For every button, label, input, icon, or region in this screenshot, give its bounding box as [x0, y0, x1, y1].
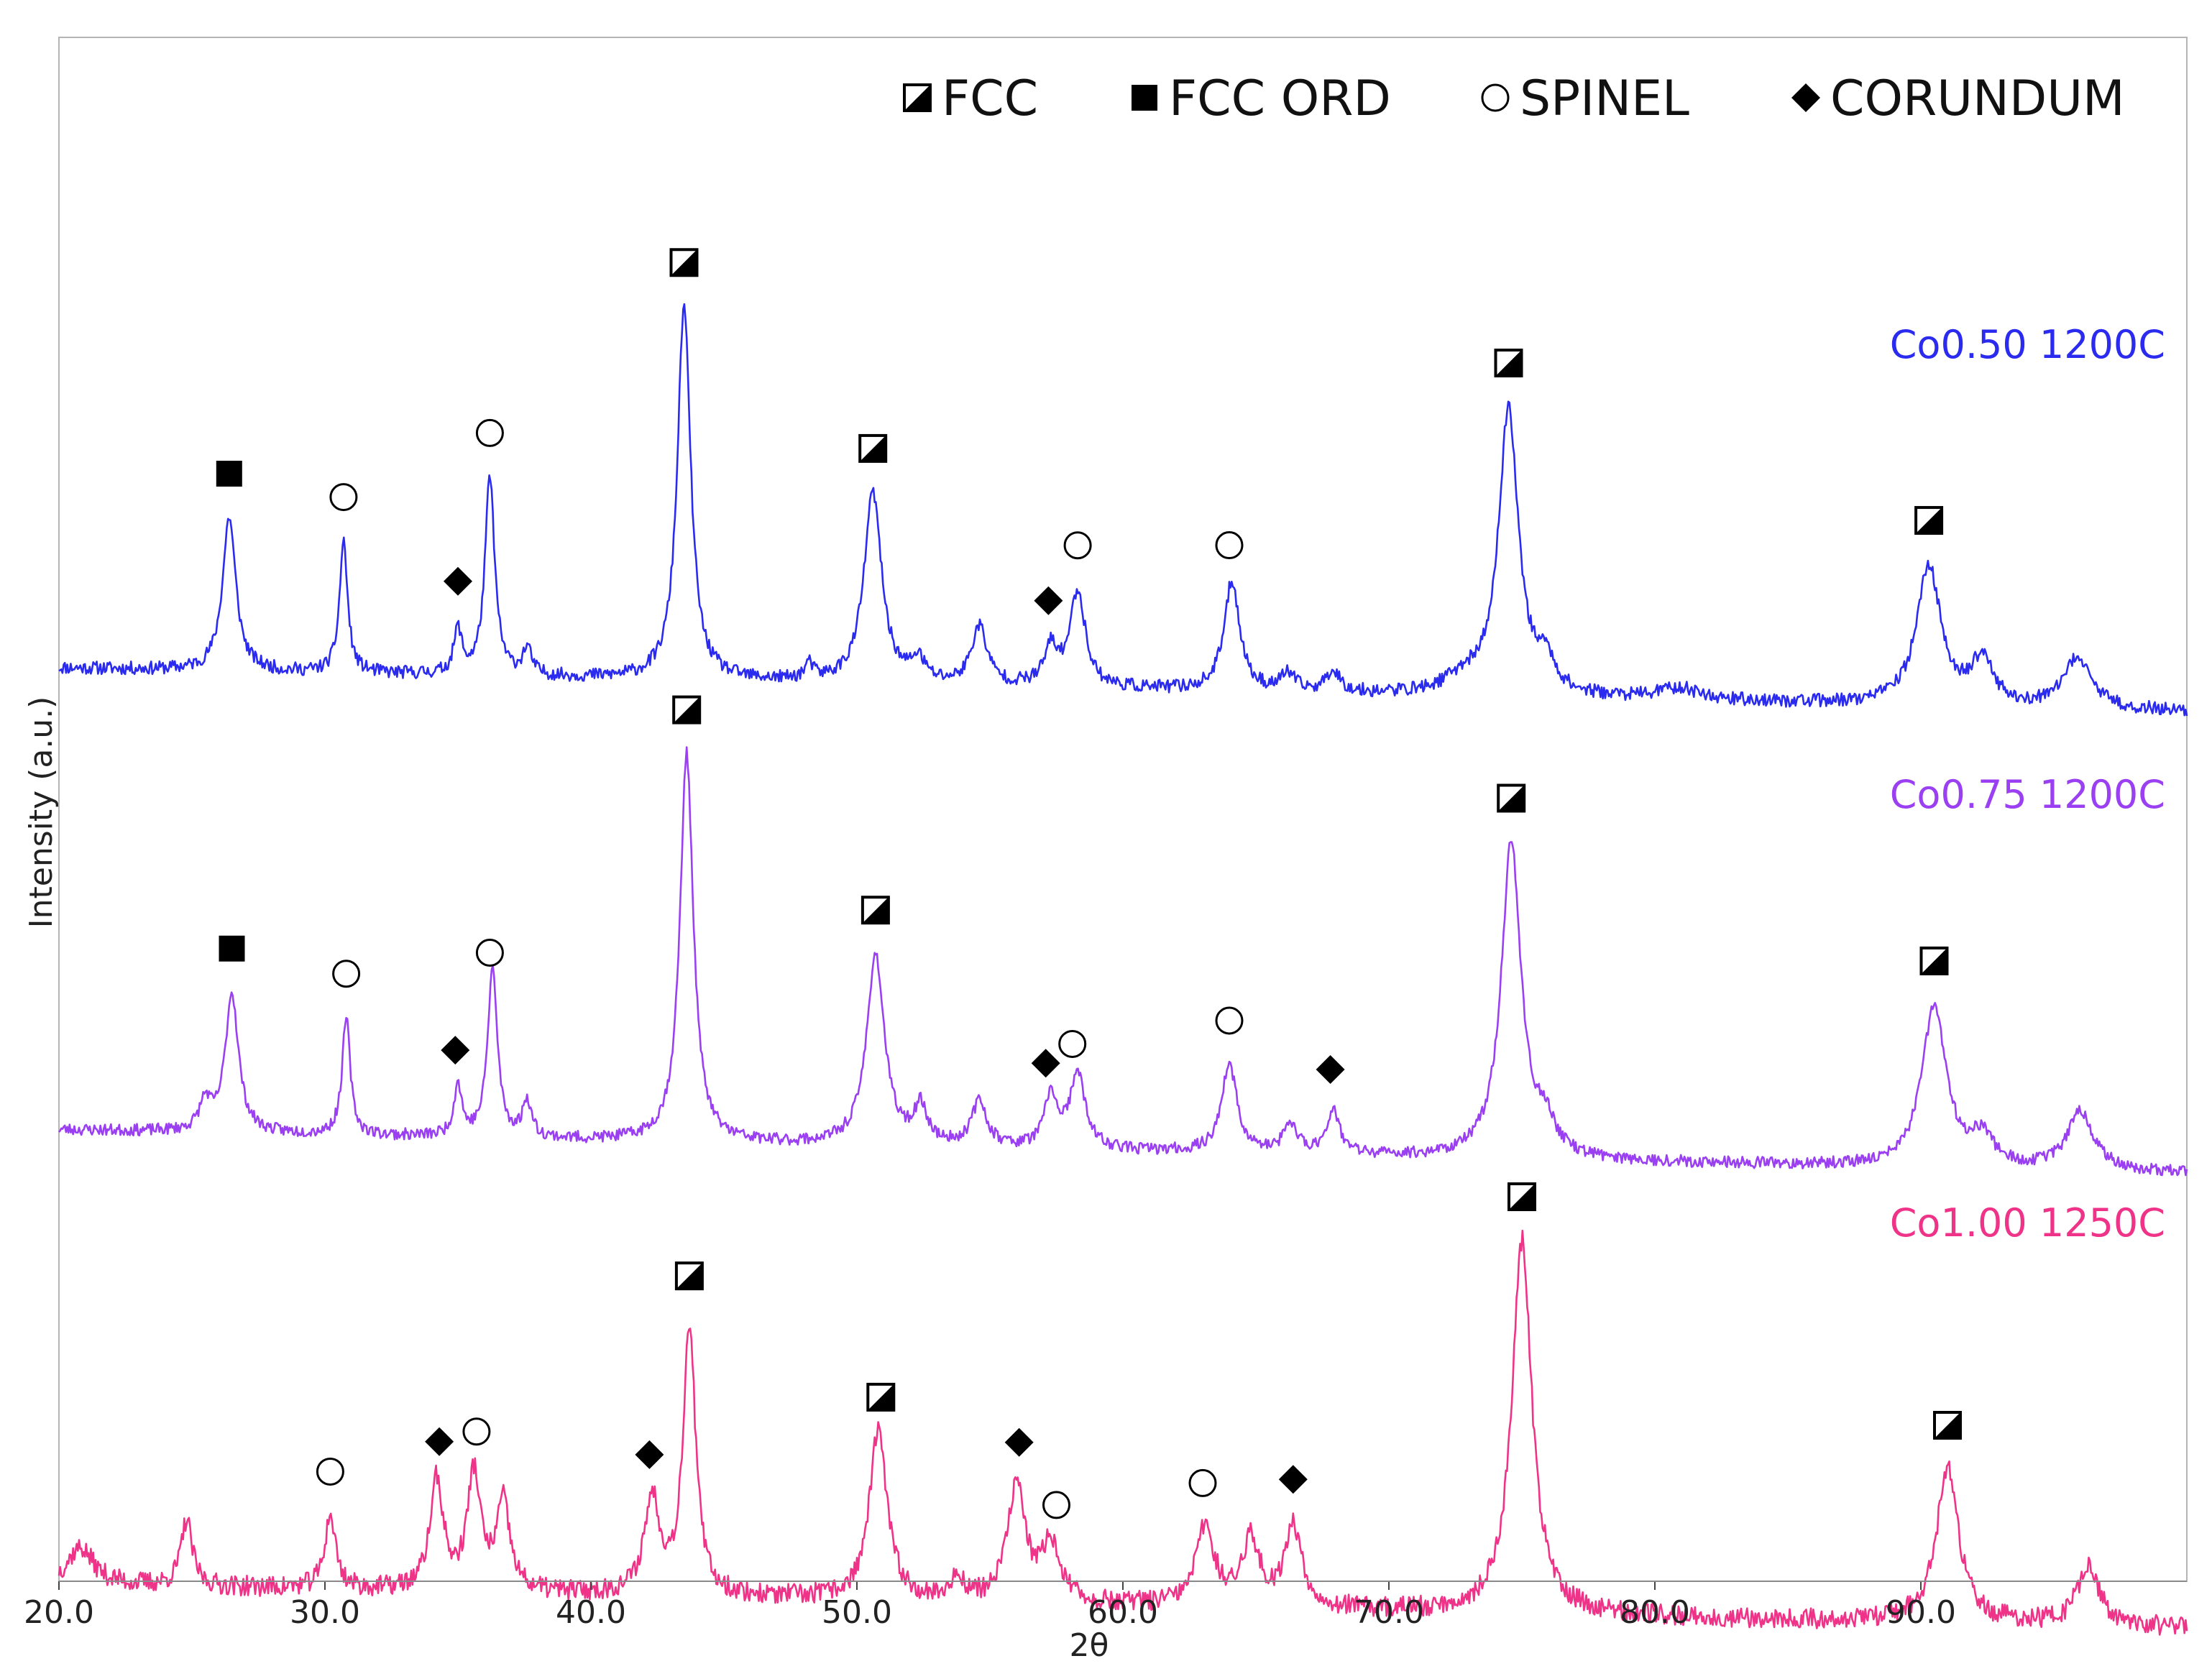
phase-marker-layer — [216, 248, 1962, 1519]
phase-marker-spinel — [462, 1417, 491, 1446]
legend-spinel-icon — [1481, 83, 1510, 112]
phase-marker-corundum — [1031, 1049, 1060, 1078]
phase-marker-fcc — [1507, 1182, 1536, 1212]
phase-marker-spinel — [475, 938, 504, 967]
x-tick-label: 60.0 — [1088, 1594, 1158, 1631]
legend-label: CORUNDUM — [1830, 70, 2125, 127]
phase-marker-corundum — [444, 566, 472, 596]
series-label: Co0.75 1200C — [1890, 772, 2165, 817]
x-tick-label: 30.0 — [290, 1594, 360, 1631]
series-label: Co0.50 1200C — [1890, 322, 2165, 367]
series-line — [58, 303, 2188, 717]
series-line — [58, 746, 2188, 1177]
phase-marker-corundum — [425, 1427, 454, 1456]
series-label-layer: Co0.50 1200C Co0.75 1200C Co1.00 1250C — [1890, 322, 2165, 1246]
phase-marker-spinel — [1063, 531, 1092, 560]
series-layer — [58, 303, 2188, 1636]
y-axis-title: Intensity (a.u.) — [23, 696, 60, 929]
legend-fcc-icon — [903, 83, 932, 112]
phase-marker-fcc — [674, 1261, 704, 1291]
phase-marker-fcc — [1933, 1411, 1962, 1440]
x-tick-label: 90.0 — [1886, 1594, 1956, 1631]
phase-marker-spinel — [332, 960, 361, 988]
phase-marker-fcc-ord — [219, 935, 245, 962]
phase-marker-fcc — [866, 1382, 896, 1412]
legend-fcc-ord-icon — [1132, 85, 1157, 111]
phase-marker-spinel — [316, 1457, 344, 1486]
legend-label: FCC — [942, 70, 1038, 127]
phase-marker-corundum — [1034, 586, 1063, 615]
legend-item-spinel: SPINEL — [1481, 70, 1689, 127]
phase-marker-corundum — [1316, 1054, 1345, 1084]
legend-item-corundum: CORUNDUM — [1791, 70, 2125, 127]
legend: FCC FCC ORD SPINEL CORUNDUM — [903, 70, 2125, 127]
phase-marker-spinel — [1188, 1468, 1217, 1497]
phase-marker-spinel — [1058, 1029, 1087, 1058]
x-tick-label: 20.0 — [24, 1594, 94, 1631]
phase-marker-fcc — [1497, 783, 1526, 813]
phase-marker-fcc — [1494, 349, 1523, 378]
x-tick-label: 70.0 — [1354, 1594, 1424, 1631]
phase-marker-corundum — [1004, 1427, 1034, 1457]
x-tick-label: 40.0 — [556, 1594, 626, 1631]
phase-marker-corundum — [1278, 1465, 1308, 1494]
phase-marker-spinel — [1215, 1006, 1244, 1035]
phase-marker-corundum — [635, 1440, 664, 1469]
legend-item-fcc-ord: FCC ORD — [1132, 70, 1391, 127]
phase-marker-fcc — [1914, 506, 1944, 535]
phase-marker-spinel — [1215, 531, 1244, 560]
phase-marker-fcc — [861, 896, 890, 925]
legend-label: FCC ORD — [1169, 70, 1391, 127]
phase-marker-fcc — [672, 695, 702, 724]
phase-marker-fcc — [669, 248, 699, 277]
legend-corundum-icon — [1791, 83, 1820, 112]
series-label: Co1.00 1250C — [1890, 1200, 2165, 1246]
series-line — [58, 1229, 2188, 1636]
phase-marker-spinel — [329, 483, 358, 512]
phase-marker-fcc — [1919, 946, 1949, 975]
phase-marker-corundum — [441, 1036, 470, 1065]
x-tick-label: 80.0 — [1620, 1594, 1690, 1631]
phase-marker-spinel — [1042, 1491, 1070, 1519]
legend-item-fcc: FCC — [903, 70, 1038, 127]
x-axis: 20.0 30.0 40.0 50.0 60.0 70.0 80.0 90.0 — [24, 1581, 2187, 1631]
x-tick-label: 50.0 — [822, 1594, 892, 1631]
phase-marker-fcc — [858, 433, 888, 463]
x-axis-title: 2θ — [1070, 1627, 1109, 1664]
phase-marker-spinel — [475, 418, 504, 447]
plot-frame — [58, 37, 2188, 1582]
phase-marker-fcc-ord — [216, 461, 242, 487]
legend-label: SPINEL — [1520, 70, 1689, 127]
